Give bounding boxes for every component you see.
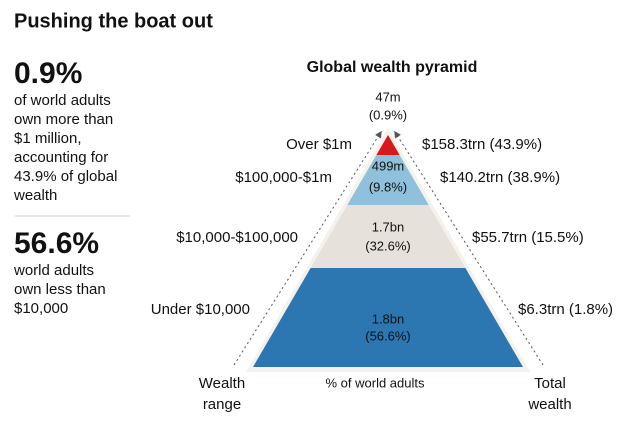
wealth-label: $6.3trn (1.8%) bbox=[518, 301, 613, 318]
range-label: Over $1m bbox=[286, 136, 352, 153]
stat-text: own less than bbox=[14, 281, 106, 298]
stat-text: $1 million, bbox=[14, 130, 82, 147]
adults-label: 1.8bn bbox=[372, 311, 405, 326]
adults-label: 499m bbox=[372, 158, 405, 173]
stat-text: own more than bbox=[14, 111, 113, 128]
pyramid-level bbox=[253, 268, 523, 367]
stat-figure: 0.9% bbox=[14, 57, 82, 90]
stat-text: accounting for bbox=[14, 149, 108, 166]
left-arrow bbox=[233, 130, 382, 366]
stat-text: $10,000 bbox=[14, 300, 68, 317]
right-axis-label: Total bbox=[534, 375, 566, 392]
stat-text: world adults bbox=[13, 262, 94, 279]
pyramid-level bbox=[310, 205, 466, 268]
range-label: $100,000-$1m bbox=[235, 169, 332, 186]
stat-text: wealth bbox=[13, 187, 57, 204]
wealth-label: $158.3trn (43.9%) bbox=[422, 136, 542, 153]
pyramid-level bbox=[347, 155, 429, 205]
pyramid-level bbox=[376, 135, 400, 155]
stat-figure: 56.6% bbox=[14, 227, 99, 260]
title: Pushing the boat out bbox=[14, 10, 213, 32]
adults-label: 1.7bn bbox=[372, 219, 405, 234]
adults-share-label: (56.6%) bbox=[365, 328, 411, 343]
center-axis-label: % of world adults bbox=[326, 375, 425, 390]
wealth-label: $140.2trn (38.9%) bbox=[440, 169, 560, 186]
wealth-label: $55.7trn (15.5%) bbox=[472, 229, 584, 246]
pyramid-title: Global wealth pyramid bbox=[307, 59, 478, 76]
adults-share-label: (32.6%) bbox=[365, 238, 411, 253]
right-axis-label: wealth bbox=[527, 396, 571, 413]
adults-share-label: (9.8%) bbox=[369, 179, 407, 194]
left-axis-label: range bbox=[203, 396, 241, 413]
stat-text: 43.9% of global bbox=[14, 168, 117, 185]
adults-share-label: (0.9%) bbox=[369, 107, 407, 122]
adults-label: 47m bbox=[375, 89, 400, 104]
range-label: $10,000-$100,000 bbox=[176, 229, 298, 246]
range-label: Under $10,000 bbox=[151, 301, 250, 318]
right-arrow bbox=[394, 130, 544, 366]
stat-text: of world adults bbox=[14, 92, 111, 109]
left-axis-label: Wealth bbox=[199, 375, 245, 392]
